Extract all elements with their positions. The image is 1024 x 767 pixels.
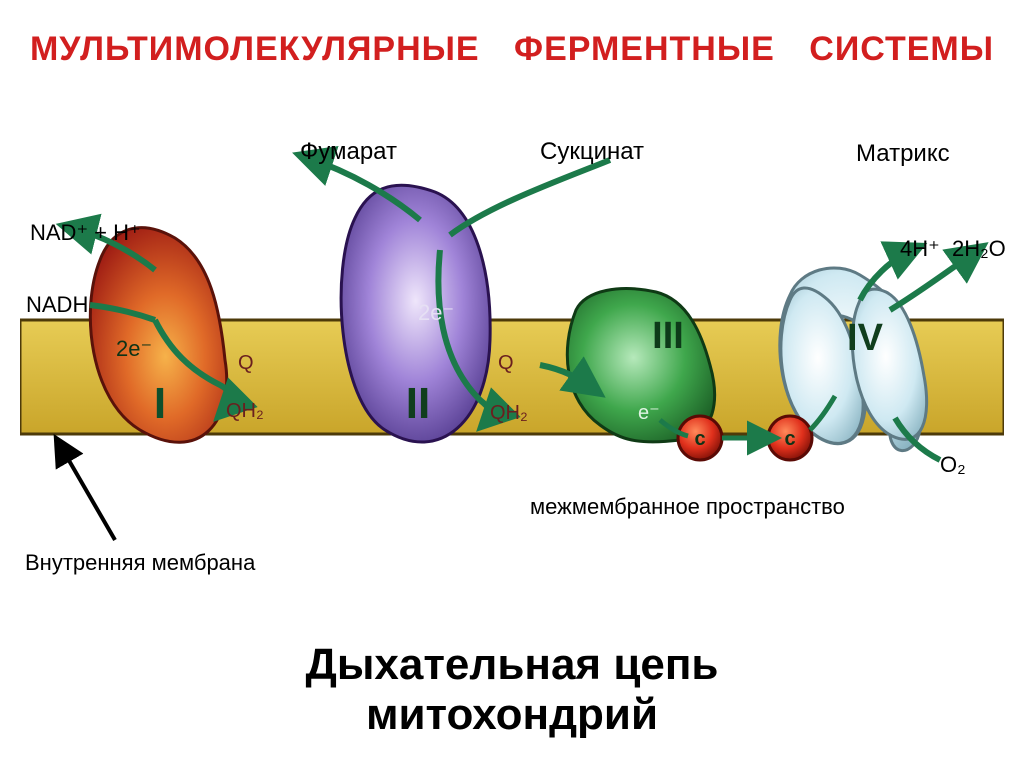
etc-diagram: c c I II III IV NAD⁺ + H⁺ NADH 2e⁻ Q Q — [20, 100, 1004, 560]
label-o2: O₂ — [940, 452, 966, 478]
arrow-succinate-in — [450, 160, 610, 235]
subtitle-line2: митохондрий — [0, 690, 1024, 740]
label-inner-mem: Внутренняя мембрана — [25, 550, 255, 576]
label-nadh: NADH — [26, 292, 88, 318]
page-title: МУЛЬТИМОЛЕКУЛЯРНЫЕ ФЕРМЕНТНЫЕ СИСТЕМЫ — [0, 30, 1024, 69]
label-e-III: e⁻ — [638, 400, 660, 425]
label-q-II: Q — [498, 352, 514, 375]
label-fumarate: Фумарат — [300, 138, 397, 166]
diagram-subtitle: Дыхательная цепь митохондрий — [0, 640, 1024, 740]
complex-iv-numeral: IV — [847, 317, 884, 359]
cyt-c-1-label: c — [694, 428, 705, 450]
label-qh2-II: QH₂ — [490, 402, 528, 425]
label-two-e-II: 2e⁻ — [418, 300, 454, 326]
label-succinate: Сукцинат — [540, 138, 644, 166]
label-q-I: Q — [238, 352, 254, 375]
cyt-c-2-label: c — [784, 428, 795, 450]
label-two-e-I: 2e⁻ — [116, 336, 152, 362]
label-qh2-I: QH₂ — [226, 400, 264, 423]
label-four-h: 4H⁺ — [900, 236, 940, 262]
subtitle-line1: Дыхательная цепь — [0, 640, 1024, 690]
complex-iii-numeral: III — [652, 315, 684, 357]
label-matrix: Матрикс — [856, 140, 950, 168]
label-h2o: 2H₂O — [952, 236, 1006, 262]
label-intermem: межмембранное пространство — [530, 494, 845, 520]
complex-i-numeral: I — [154, 379, 166, 428]
label-nad-plus: NAD⁺ + H⁺ — [30, 220, 141, 246]
pointer-inner-membrane — [60, 445, 115, 540]
complex-ii-numeral: II — [406, 379, 430, 428]
